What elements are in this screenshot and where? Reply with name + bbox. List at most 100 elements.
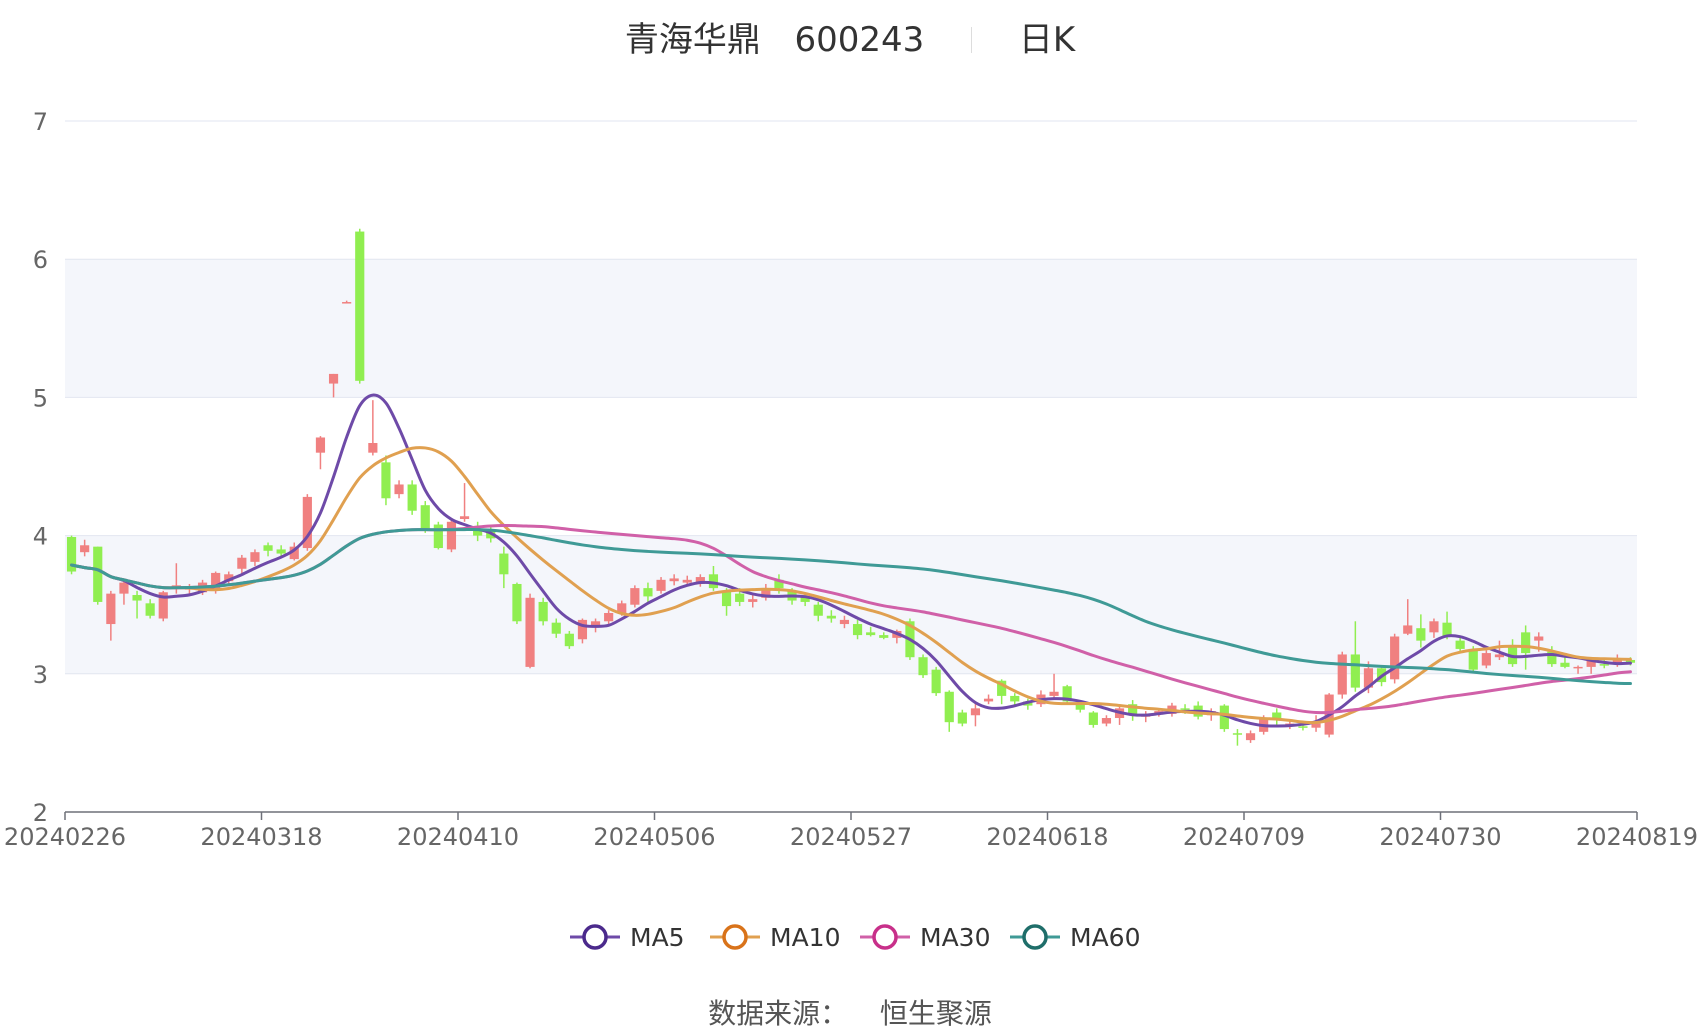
y-tick-label: 3 — [33, 661, 48, 689]
candle-body — [944, 691, 954, 723]
y-tick-label: 5 — [33, 384, 48, 412]
candle-body — [1534, 636, 1544, 641]
candle-body — [93, 546, 103, 602]
stock-name: 青海华鼎 — [624, 19, 761, 60]
candle-body — [368, 443, 378, 453]
candle-body — [1062, 686, 1072, 702]
candle-body — [1128, 704, 1138, 716]
candle-body — [1481, 653, 1491, 666]
x-tick-label: 20240709 — [1183, 823, 1305, 851]
candle-body — [866, 632, 876, 636]
candle-body — [486, 531, 496, 539]
x-tick-label: 20240318 — [200, 823, 322, 851]
candle-body — [1311, 723, 1321, 728]
x-tick-label: 20240819 — [1576, 823, 1698, 851]
legend-label: MA60 — [1070, 923, 1140, 952]
legend-label: MA30 — [920, 923, 990, 952]
candle-body — [394, 484, 404, 495]
candle-body — [1272, 712, 1282, 720]
ma60-line — [70, 528, 1632, 686]
candle-body — [302, 496, 312, 549]
candle-body — [1101, 718, 1112, 724]
candle-body — [774, 579, 784, 589]
candle-body — [342, 302, 352, 304]
candle-body — [1010, 695, 1020, 702]
candle-body — [1468, 648, 1478, 670]
candle-body — [1363, 668, 1374, 688]
candle-body — [171, 585, 181, 587]
stock-code: 600243 — [794, 19, 925, 60]
grid-band — [65, 259, 1637, 398]
candle-body — [1429, 621, 1439, 633]
candle-body — [1245, 733, 1256, 741]
candle-body — [852, 624, 863, 636]
x-tick-label: 20240410 — [397, 823, 519, 851]
candle-body — [1219, 705, 1229, 730]
candle-body — [695, 577, 705, 584]
y-tick-label: 6 — [33, 246, 48, 274]
candle-body — [656, 579, 666, 591]
candle-body — [1455, 640, 1465, 649]
candle-body — [1403, 625, 1413, 634]
candle-body — [1088, 712, 1098, 725]
candle-body — [66, 536, 77, 572]
candle-body — [1298, 726, 1308, 728]
candle-body — [381, 462, 391, 499]
x-tick-label: 20240618 — [986, 823, 1108, 851]
source-name: 恒生聚源 — [879, 997, 992, 1030]
candle-body — [355, 231, 365, 381]
candle-body — [957, 712, 967, 724]
ma5-line — [70, 393, 1632, 728]
candle-body — [525, 597, 535, 667]
y-tick-label: 4 — [33, 523, 48, 551]
candle-body — [604, 612, 614, 622]
legend-label: MA5 — [630, 923, 685, 952]
source-footer: 数据来源： 恒生聚源 — [0, 992, 1700, 1032]
candle-body — [538, 601, 548, 622]
candle-body — [499, 553, 509, 575]
legend-marker — [872, 924, 898, 950]
candle-body — [983, 698, 994, 702]
candle-body — [1049, 691, 1059, 696]
candle-body — [721, 590, 732, 607]
candle-body — [839, 619, 850, 625]
candle-body — [473, 528, 483, 536]
candle-body — [250, 552, 260, 562]
candle-body — [289, 546, 299, 560]
candle-body — [446, 521, 457, 550]
candle-body — [80, 545, 90, 553]
candle-body — [145, 603, 155, 616]
candle-body — [761, 588, 771, 598]
candle-body — [1337, 654, 1347, 695]
legend-marker — [582, 924, 608, 950]
candle-body — [577, 619, 588, 640]
y-tick-label: 2 — [33, 799, 48, 827]
source-label: 数据来源： — [708, 997, 849, 1030]
candle-body — [1547, 651, 1557, 665]
candle-body — [407, 484, 417, 511]
candle-body — [997, 680, 1007, 696]
x-tick-label: 20240730 — [1379, 823, 1501, 851]
x-tick-label: 20240527 — [790, 823, 912, 851]
candle-body — [630, 588, 640, 605]
candle-body — [237, 557, 247, 569]
candle-body — [1521, 632, 1531, 654]
candle-body — [211, 572, 221, 591]
candle-body — [708, 574, 719, 589]
candle-body — [1390, 636, 1400, 680]
candle-body — [551, 622, 561, 634]
legend-marker — [722, 924, 748, 950]
candle-body — [682, 579, 692, 583]
period-label: 日K — [1018, 19, 1076, 60]
candle-body — [158, 592, 168, 619]
candle-body — [119, 582, 129, 594]
candle-body — [669, 578, 679, 582]
candle-body — [1586, 659, 1596, 667]
candle-body — [433, 524, 443, 549]
y-tick-label: 7 — [33, 108, 48, 136]
candle-body — [735, 593, 745, 602]
candle-body — [1612, 658, 1622, 663]
title-divider — [971, 26, 973, 53]
candle-body — [1560, 662, 1570, 667]
candle-body — [590, 621, 601, 627]
